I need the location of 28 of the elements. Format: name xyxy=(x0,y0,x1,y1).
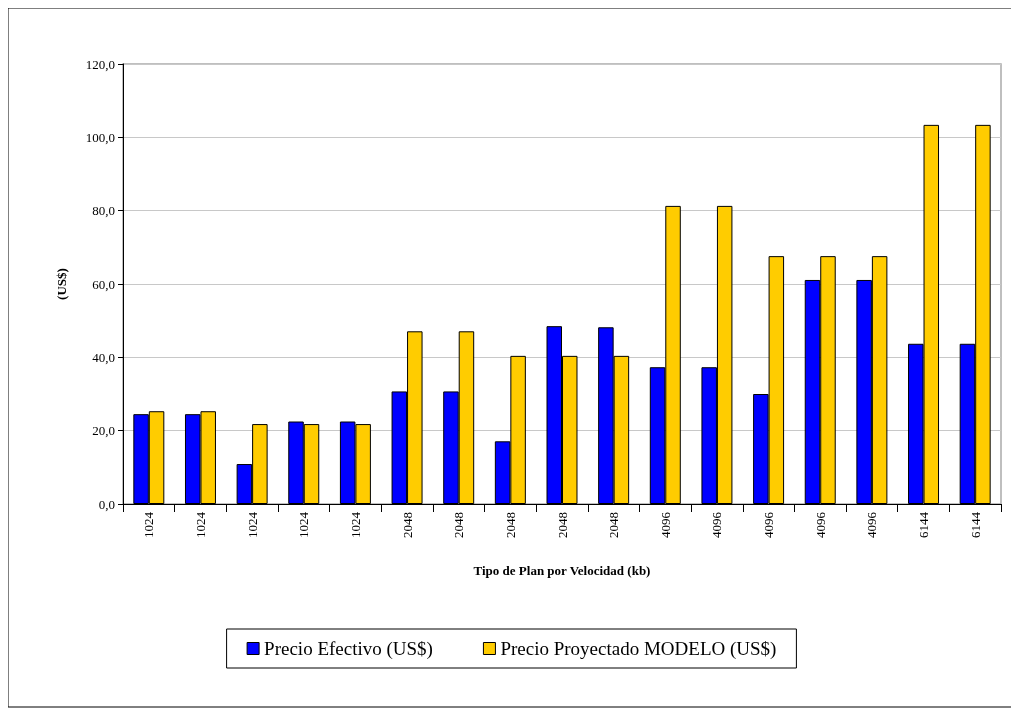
x-tick-label: 2048 xyxy=(606,512,622,538)
x-tick-label: 4096 xyxy=(812,511,828,538)
x-tick-label: 2048 xyxy=(451,512,467,538)
y-tick-label: 0,0 xyxy=(98,496,115,512)
y-tick-label: 120,0 xyxy=(85,56,115,72)
y-tick-label: 100,0 xyxy=(85,129,115,145)
y-tick-label: 80,0 xyxy=(92,203,115,219)
y-tick-label: 20,0 xyxy=(92,423,115,439)
x-tick-label: 1024 xyxy=(244,511,260,538)
x-tick-label: 6144 xyxy=(916,511,932,538)
x-tick-label: 6144 xyxy=(967,511,983,538)
x-tick-label: 2048 xyxy=(399,512,415,538)
legend-label: Precio Proyectado MODELO (US$) xyxy=(500,638,777,660)
x-tick-label: 2048 xyxy=(502,512,518,538)
x-tick-label: 4096 xyxy=(864,511,880,538)
x-tick-label: 1024 xyxy=(347,511,363,538)
x-tick-label: 2048 xyxy=(554,512,570,538)
x-axis-title: Tipo de Plan por Velocidad (kb) xyxy=(473,563,651,578)
x-tick-label: 1024 xyxy=(141,511,157,538)
legend-label: Precio Efectivo (US$) xyxy=(264,638,433,660)
y-tick-label: 60,0 xyxy=(92,276,115,292)
x-tick-label: 4096 xyxy=(657,511,673,538)
y-tick-label: 40,0 xyxy=(92,349,115,365)
x-tick-label: 4096 xyxy=(761,511,777,538)
y-axis-title: (US$) xyxy=(54,268,69,300)
x-tick-label: 1024 xyxy=(296,511,312,538)
x-tick-label: 1024 xyxy=(192,511,208,538)
x-tick-label: 4096 xyxy=(709,511,725,538)
